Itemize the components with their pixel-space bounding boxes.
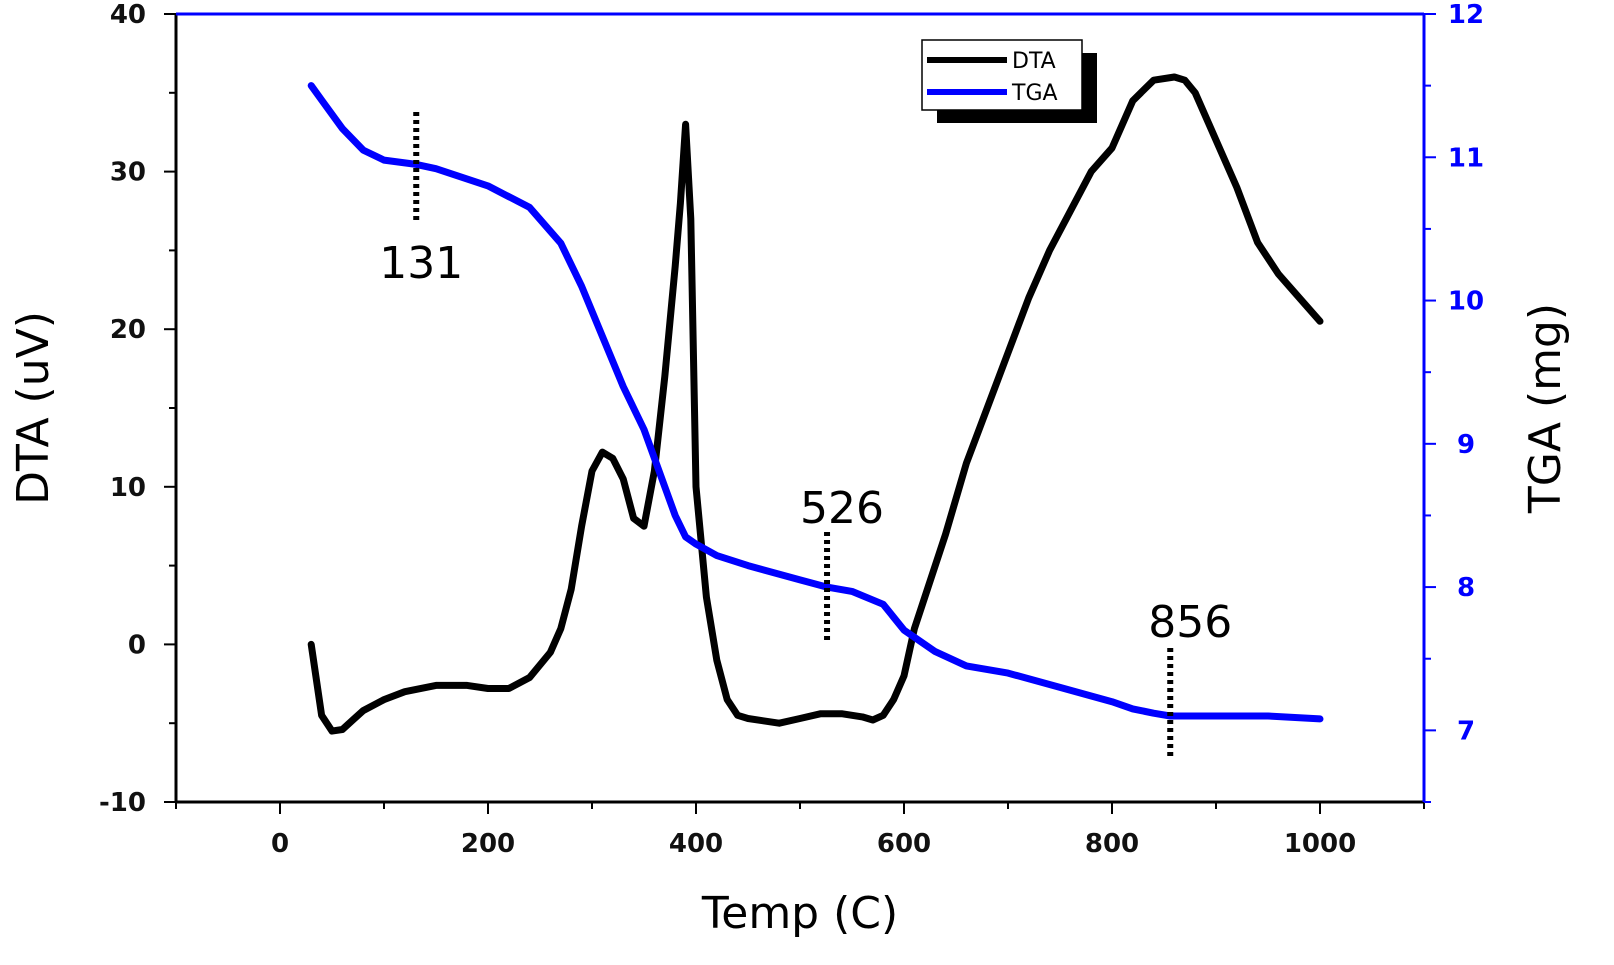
legend-label-dta: DTA [1012,49,1056,74]
legend-label-tga: TGA [1011,81,1058,106]
y-left-tick-label: 40 [110,0,146,30]
axis-ticks: 0 200 400 600 800 1000 -10 0 10 20 30 40 7 8 9 10 11 12 [99,0,1484,859]
annotation-label: 131 [379,238,463,289]
x-tick-label: 600 [877,829,931,859]
annotations: 131 526 856 [379,112,1232,758]
legend-box [921,39,1083,111]
y-left-tick-label: -10 [99,788,146,818]
x-tick-label: 1000 [1284,829,1356,859]
y-left-tick-label: 30 [110,158,146,188]
x-tick-label: 0 [271,829,289,859]
y-left-tick-label: 20 [110,315,146,345]
series-layer [307,73,1324,735]
plot-frame [174,12,1426,804]
x-tick-label: 800 [1085,829,1139,859]
x-tick-label: 400 [669,829,723,859]
y-right-tick-label: 7 [1457,716,1475,746]
y-left-tick-label: 0 [128,630,146,660]
y-right-tick-label: 9 [1457,430,1475,460]
x-tick-label: 200 [461,829,515,859]
y-right-tick-label: 12 [1448,0,1484,30]
annotation-label: 856 [1148,597,1232,648]
x-axis-title: Temp (C) [701,888,898,939]
y-right-tick-label: 11 [1448,143,1484,173]
y-right-tick-label: 10 [1448,287,1484,317]
annotation-label: 526 [800,483,884,534]
legend: DTA TGA [921,39,1097,123]
y-left-axis-title: DTA (uV) [8,311,59,505]
series-line-dta [307,73,1324,735]
y-right-tick-label: 8 [1457,573,1475,603]
y-left-tick-label: 10 [110,473,146,503]
series-line-tga [307,82,1324,723]
y-right-axis-title: TGA (mg) [1520,303,1571,514]
